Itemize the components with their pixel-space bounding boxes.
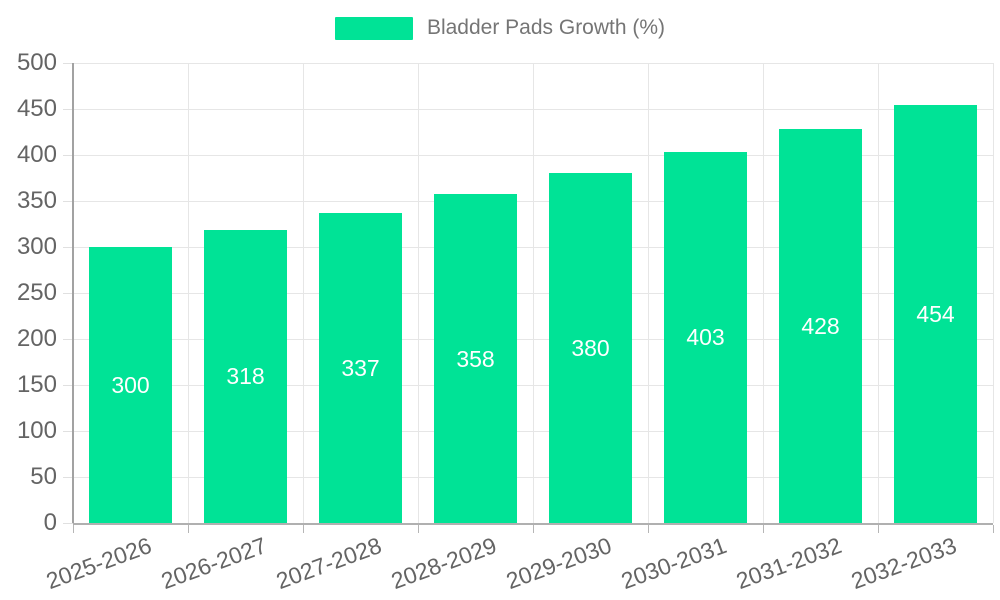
bar-2030-2031[interactable]: 403 (664, 152, 747, 523)
y-axis-tick (63, 201, 73, 202)
bar-value-label: 454 (916, 301, 955, 327)
bar-2025-2026[interactable]: 300 (89, 247, 172, 523)
gridline-vertical (303, 63, 304, 523)
y-axis-tick (63, 247, 73, 248)
y-axis-tick (63, 293, 73, 294)
gridline-vertical (763, 63, 764, 523)
x-axis-tick (73, 525, 74, 533)
bar-2031-2032[interactable]: 428 (779, 129, 862, 523)
bar-2026-2027[interactable]: 318 (204, 230, 287, 523)
bar-value-label: 318 (226, 363, 265, 389)
y-axis-tick (63, 339, 73, 340)
gridline-vertical (188, 63, 189, 523)
y-axis-label: 50 (30, 463, 57, 490)
x-axis-label: 2031-2032 (732, 532, 845, 595)
gridline-vertical (993, 63, 994, 523)
x-axis-tick (303, 525, 304, 533)
y-axis-label: 0 (43, 509, 57, 536)
x-axis-label: 2026-2027 (157, 532, 270, 595)
y-axis-label: 400 (16, 141, 57, 168)
x-axis-tick (993, 525, 994, 533)
bar-value-label: 358 (456, 346, 495, 372)
bar-2027-2028[interactable]: 337 (319, 213, 402, 523)
bar-value-label: 300 (111, 372, 150, 398)
x-axis-label: 2032-2033 (847, 532, 960, 595)
x-axis-tick (418, 525, 419, 533)
bar-2029-2030[interactable]: 380 (549, 173, 632, 523)
bar-2028-2029[interactable]: 358 (434, 194, 517, 523)
legend-swatch-icon (334, 16, 413, 40)
legend-item[interactable]: Bladder Pads Growth (%) (334, 16, 666, 40)
x-axis-label: 2030-2031 (617, 532, 730, 595)
x-axis-label: 2029-2030 (502, 532, 615, 595)
x-axis-label: 2027-2028 (272, 532, 385, 595)
y-axis-label: 350 (16, 187, 57, 214)
y-axis-label: 500 (16, 49, 57, 76)
y-axis-label: 250 (16, 279, 57, 306)
bar-value-label: 428 (801, 313, 840, 339)
y-axis-tick (63, 155, 73, 156)
x-axis-tick (878, 525, 879, 533)
y-axis-label: 300 (16, 233, 57, 260)
y-axis-tick (63, 431, 73, 432)
y-axis-tick (63, 63, 73, 64)
x-axis-tick (763, 525, 764, 533)
y-axis-tick (63, 523, 73, 524)
gridline-vertical (418, 63, 419, 523)
legend: Bladder Pads Growth (%) (0, 16, 1000, 40)
y-axis-tick (63, 477, 73, 478)
y-axis-tick (63, 385, 73, 386)
x-axis-tick (648, 525, 649, 533)
y-axis-label: 200 (16, 325, 57, 352)
bar-value-label: 380 (571, 335, 610, 361)
x-axis-label: 2028-2029 (387, 532, 500, 595)
y-axis-label: 150 (16, 371, 57, 398)
gridline-vertical (878, 63, 879, 523)
gridline-vertical (648, 63, 649, 523)
y-axis-label: 100 (16, 417, 57, 444)
y-axis-line (72, 63, 74, 523)
y-axis-tick (63, 109, 73, 110)
x-axis-tick (188, 525, 189, 533)
bar-value-label: 337 (341, 355, 380, 381)
y-axis-label: 450 (16, 95, 57, 122)
bar-2032-2033[interactable]: 454 (894, 105, 977, 523)
x-axis-label: 2025-2026 (42, 532, 155, 595)
bar-value-label: 403 (686, 324, 725, 350)
x-axis-line (73, 523, 993, 525)
gridline-vertical (533, 63, 534, 523)
x-axis-tick (533, 525, 534, 533)
legend-label: Bladder Pads Growth (%) (426, 16, 666, 39)
